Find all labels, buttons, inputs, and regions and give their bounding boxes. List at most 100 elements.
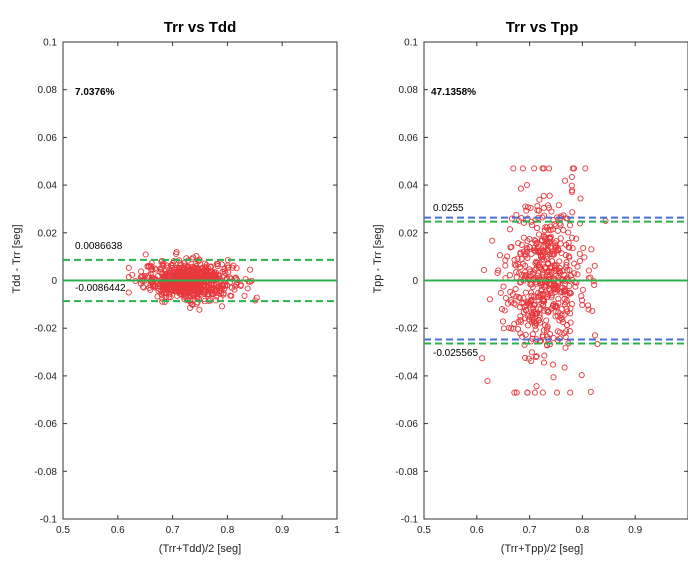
data-point xyxy=(553,238,560,245)
data-point xyxy=(564,267,571,274)
data-point xyxy=(169,270,176,277)
data-point xyxy=(152,266,160,273)
plot-panel-tpp: Trr vs Tpp Tpp - Trr [seg] (Trr+Tpp)/2 [… xyxy=(372,19,688,555)
data-point xyxy=(502,262,509,269)
data-point xyxy=(524,246,531,253)
data-point xyxy=(547,276,554,283)
data-point xyxy=(195,265,202,272)
data-point xyxy=(157,287,164,295)
x-tick-label: 0.9 xyxy=(628,525,642,536)
data-point xyxy=(188,301,195,308)
y-tick-label: 0.06 xyxy=(399,133,419,144)
data-point xyxy=(158,258,165,265)
data-point xyxy=(508,243,515,250)
data-point xyxy=(567,319,574,326)
data-point xyxy=(553,261,560,269)
y-tick-label: -0.06 xyxy=(34,419,57,430)
data-point xyxy=(498,306,506,313)
plot-area: 0.1 0.08 0.06 0.04 0.02 0 -0.02 -0.04 -0.06 -0.08… xyxy=(34,38,340,537)
data-point xyxy=(558,306,565,313)
data-point xyxy=(479,355,486,362)
data-point xyxy=(568,173,575,181)
data-point xyxy=(524,322,531,329)
data-point xyxy=(508,297,515,304)
data-point xyxy=(191,292,198,299)
data-point xyxy=(529,331,536,338)
data-point xyxy=(224,282,231,289)
data-point xyxy=(519,165,526,172)
data-point xyxy=(557,240,564,247)
data-point xyxy=(228,292,235,300)
plot-panel-tdd: Trr vs Tdd Tdd - Trr [seg] (Trr+Tdd)/2 [… xyxy=(11,19,340,555)
y-tick-label: 0 xyxy=(51,276,57,287)
data-point xyxy=(578,372,585,379)
data-point xyxy=(552,272,559,280)
data-point xyxy=(508,299,515,306)
data-point xyxy=(557,213,564,220)
y-tick-label: 0 xyxy=(412,276,418,287)
data-point xyxy=(587,388,594,395)
data-point xyxy=(210,291,217,298)
data-point xyxy=(528,314,535,322)
data-point xyxy=(577,195,584,202)
data-point xyxy=(574,271,581,278)
y-tick-label: -0.02 xyxy=(34,324,57,335)
data-point xyxy=(546,271,554,278)
data-point xyxy=(536,196,543,203)
data-point xyxy=(505,324,513,331)
data-point xyxy=(580,244,587,252)
data-point xyxy=(183,286,190,293)
x-tick-label: 0.5 xyxy=(417,525,431,536)
data-point xyxy=(579,301,586,309)
data-point xyxy=(566,254,573,261)
data-point xyxy=(554,227,561,234)
data-point xyxy=(528,357,535,365)
data-point xyxy=(562,344,569,351)
data-point xyxy=(561,271,568,278)
data-point xyxy=(581,254,588,261)
data-point xyxy=(562,264,569,271)
data-point xyxy=(201,260,208,267)
data-point xyxy=(524,389,531,396)
data-point xyxy=(172,250,180,257)
data-point xyxy=(196,306,203,313)
data-point xyxy=(150,283,157,290)
plot-area: 0.1 0.08 0.06 0.04 0.02 0 -0.02 -0.04 -0.06 -0.08… xyxy=(395,38,688,536)
data-point xyxy=(584,302,592,309)
data-point xyxy=(545,226,552,233)
data-point xyxy=(571,260,578,267)
data-point xyxy=(229,264,236,271)
data-point xyxy=(139,283,147,290)
x-axis-label: (Trr+Tpp)/2 [seg] xyxy=(501,543,583,555)
data-point xyxy=(156,281,163,288)
upper-limit-label: 0.0255 xyxy=(433,203,464,214)
data-point xyxy=(526,235,533,243)
data-point xyxy=(547,227,554,234)
data-point xyxy=(511,261,518,268)
data-point xyxy=(535,231,543,238)
x-tick-label: 0.5 xyxy=(56,525,70,536)
lower-limit-label: -0.0086442 xyxy=(75,283,126,294)
data-point xyxy=(585,267,592,274)
y-tick-label: -0.08 xyxy=(395,467,418,478)
y-tick-label: 0.04 xyxy=(38,181,58,192)
y-tick-label: 0.04 xyxy=(399,181,419,192)
data-point xyxy=(530,304,537,311)
data-point xyxy=(193,252,200,260)
data-point xyxy=(554,312,561,319)
y-tick-label: -0.02 xyxy=(395,324,418,335)
data-point xyxy=(523,181,531,189)
data-point xyxy=(566,244,573,251)
data-point xyxy=(513,389,520,396)
data-point xyxy=(545,291,552,298)
data-point xyxy=(562,328,570,335)
data-point xyxy=(138,268,145,275)
data-point xyxy=(546,192,553,199)
data-point xyxy=(533,258,540,265)
data-point xyxy=(571,270,578,277)
x-tick-label: 1 xyxy=(334,525,340,536)
y-tick-label: -0.04 xyxy=(34,371,57,382)
data-point xyxy=(541,352,548,359)
data-point xyxy=(545,165,553,172)
data-point xyxy=(546,330,553,338)
